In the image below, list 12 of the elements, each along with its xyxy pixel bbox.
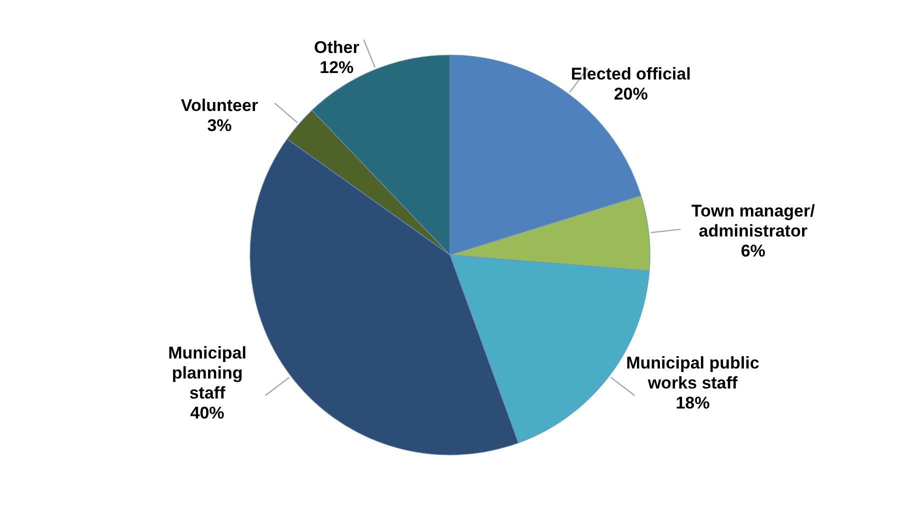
data-label: 18% [676,393,710,412]
data-label: 3% [207,116,232,136]
data-label: 20% [614,84,648,104]
slice-label: Municipal public works staff [626,353,760,392]
slice-label: Town manager/ administrator [691,202,816,240]
data-label: 12% [320,58,354,78]
data-label: 40% [190,403,224,422]
slice-label: Volunteer [180,96,258,116]
slice-label: Municipal planning staff [168,343,246,402]
data-label: 6% [740,242,766,260]
slice-label: Elected official [570,64,691,84]
slice-label: Other [314,38,360,58]
